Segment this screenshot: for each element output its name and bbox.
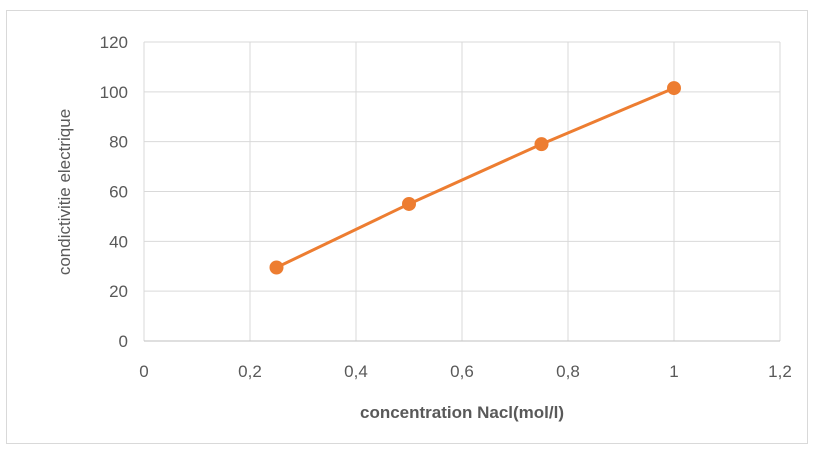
gridlines — [143, 41, 781, 341]
y-tick-label: 20 — [109, 282, 128, 301]
x-tick-label: 1 — [669, 362, 678, 381]
tick-labels: 0 20 40 60 80 100 120 0 0,2 0,4 0,6 0,8 1 1,2 — [100, 33, 792, 381]
y-tick-label: 120 — [100, 33, 128, 52]
y-tick-label: 0 — [119, 332, 128, 351]
data-point — [534, 137, 549, 152]
y-tick-label: 100 — [100, 83, 128, 102]
x-tick-label: 0,4 — [344, 362, 368, 381]
data-point — [402, 196, 416, 211]
x-tick-label: 0 — [139, 362, 148, 381]
x-tick-label: 0,2 — [238, 362, 262, 381]
series — [269, 81, 681, 275]
y-tick-label: 40 — [109, 232, 128, 251]
y-tick-label: 60 — [109, 183, 128, 202]
x-tick-label: 1,2 — [768, 362, 792, 381]
data-point — [667, 81, 681, 96]
x-tick-label: 0,8 — [556, 362, 580, 381]
y-axis-title: condictivitie electrique — [55, 109, 74, 275]
y-tick-label: 80 — [109, 133, 128, 152]
x-tick-label: 0,6 — [450, 362, 474, 381]
data-point — [269, 260, 284, 275]
x-axis-title: concentration Nacl(mol/l) — [360, 403, 564, 422]
series-line — [275, 86, 676, 269]
